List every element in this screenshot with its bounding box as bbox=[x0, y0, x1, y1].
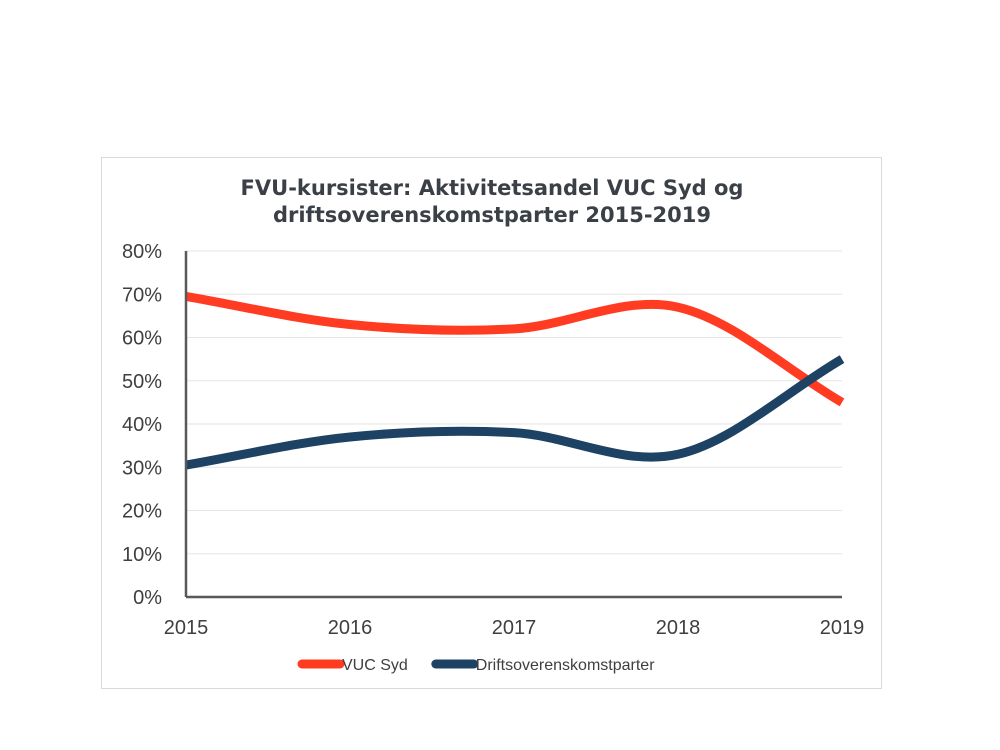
y-tick-label: 10% bbox=[122, 544, 162, 566]
y-tick-label: 20% bbox=[122, 501, 162, 523]
legend-label-driftsoverenskomstparter: Driftsoverenskomstparter bbox=[476, 657, 655, 674]
line-chart: FVU-kursister: Aktivitetsandel VUC Syd o… bbox=[122, 176, 865, 674]
chart-title-line-2: driftsoverenskomstparter 2015-2019 bbox=[273, 203, 711, 227]
y-tick-label: 30% bbox=[122, 457, 162, 479]
x-tick-label: 2018 bbox=[656, 617, 701, 639]
y-tick-label: 0% bbox=[133, 587, 162, 609]
series-lines bbox=[185, 291, 845, 470]
y-tick-label: 60% bbox=[122, 328, 162, 350]
series-line-vuc-syd bbox=[185, 291, 845, 407]
x-tick-label: 2019 bbox=[820, 617, 865, 639]
y-tick-label: 80% bbox=[122, 241, 162, 263]
series-line-driftsoverenskomstparter bbox=[185, 355, 845, 470]
x-tick-label: 2017 bbox=[492, 617, 537, 639]
y-tick-label: 40% bbox=[122, 414, 162, 436]
gridlines bbox=[186, 250, 842, 555]
chart-frame: FVU-kursister: Aktivitetsandel VUC Syd o… bbox=[101, 157, 882, 689]
x-tick-label: 2016 bbox=[328, 617, 373, 639]
chart-title-line-1: FVU-kursister: Aktivitetsandel VUC Syd o… bbox=[241, 176, 744, 200]
chart-title: FVU-kursister: Aktivitetsandel VUC Syd o… bbox=[241, 176, 744, 227]
y-tick-label: 50% bbox=[122, 371, 162, 393]
legend: VUC Syd Driftsoverenskomstparter bbox=[297, 657, 655, 674]
x-tick-label: 2015 bbox=[164, 617, 209, 639]
y-tick-label: 70% bbox=[122, 284, 162, 306]
y-axis-tick-labels: 0% 10% 20% 30% 40% 50% 60% 70% 80% bbox=[122, 241, 162, 609]
axes bbox=[184, 251, 842, 599]
x-axis-tick-labels: 2015 2016 2017 2018 2019 bbox=[164, 617, 865, 639]
legend-label-vuc-syd: VUC Syd bbox=[342, 657, 408, 674]
